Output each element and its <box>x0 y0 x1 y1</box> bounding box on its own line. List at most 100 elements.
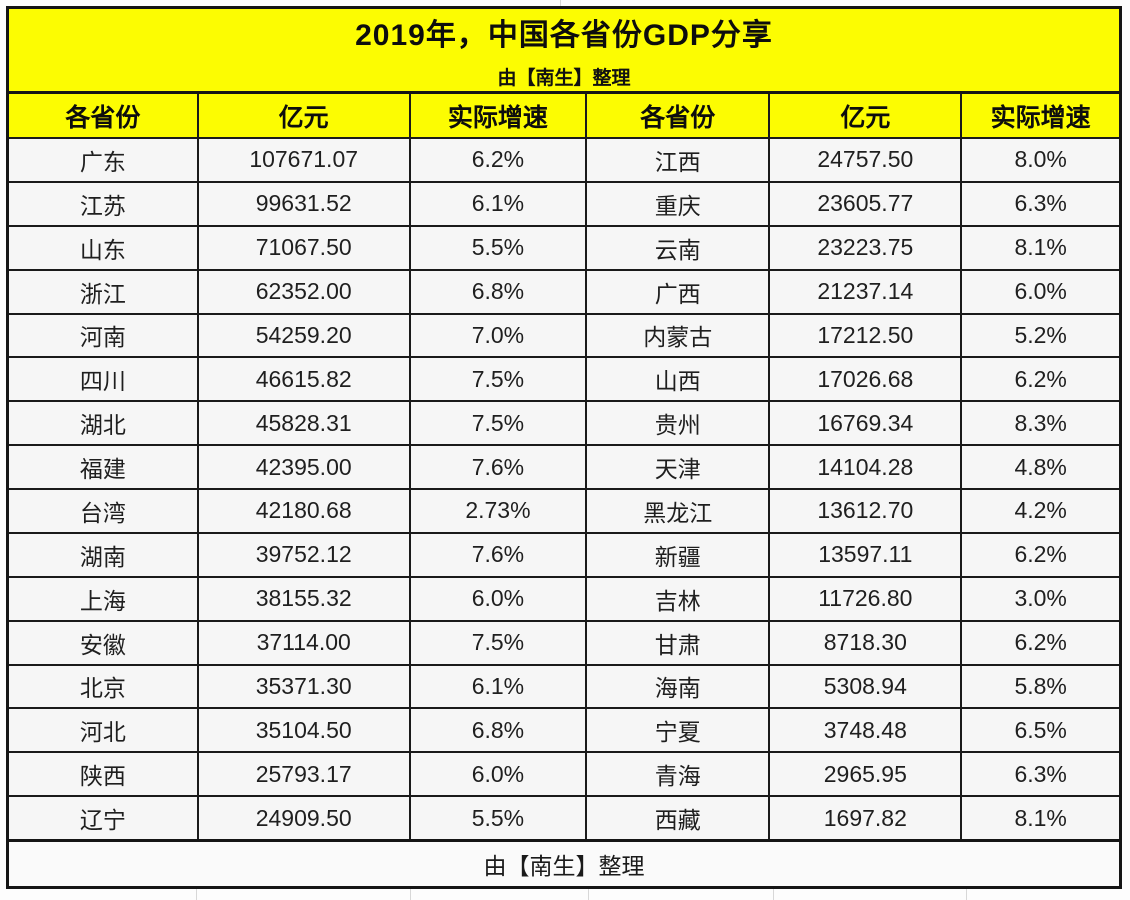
growth-rate-cell: 7.5% <box>408 356 588 403</box>
province-cell: 西藏 <box>585 795 771 839</box>
growth-rate-cell: 7.5% <box>408 619 588 666</box>
growth-rate-cell: 8.0% <box>960 137 1119 183</box>
gdp-value-cell: 23223.75 <box>768 224 963 271</box>
column-header-province-left: 各省份 <box>9 94 199 139</box>
header-row: 各省份 亿元 实际增速 各省份 亿元 实际增速 <box>9 94 1119 139</box>
table-subtitle: 由【南生】整理 <box>497 68 631 89</box>
growth-rate-cell: 8.1% <box>960 795 1119 839</box>
growth-rate-cell: 8.3% <box>960 400 1119 447</box>
province-cell: 黑龙江 <box>585 488 771 534</box>
gridline <box>966 889 967 900</box>
table-row: 浙江 62352.00 6.8% 广西 21237.14 6.0% <box>9 268 1119 315</box>
growth-rate-cell: 7.5% <box>408 400 588 447</box>
province-cell: 吉林 <box>585 575 771 622</box>
gridline <box>560 0 561 6</box>
gdp-data-table: 各省份 亿元 实际增速 各省份 亿元 实际增速 广东 107671.07 6.2% 江… <box>9 94 1119 839</box>
growth-rate-cell: 2.73% <box>408 488 588 534</box>
table-row: 广东 107671.07 6.2% 江西 24757.50 8.0% <box>9 137 1119 183</box>
growth-rate-cell: 6.2% <box>960 531 1119 578</box>
province-cell: 台湾 <box>9 488 199 534</box>
growth-rate-cell: 3.0% <box>960 575 1119 622</box>
gdp-value-cell: 54259.20 <box>196 312 411 359</box>
table-row: 江苏 99631.52 6.1% 重庆 23605.77 6.3% <box>9 180 1119 227</box>
gdp-value-cell: 3748.48 <box>768 707 963 754</box>
table-row: 湖北 45828.31 7.5% 贵州 16769.34 8.3% <box>9 400 1119 447</box>
column-header-province-right: 各省份 <box>585 94 771 139</box>
gdp-value-cell: 13612.70 <box>768 488 963 534</box>
gdp-value-cell: 25793.17 <box>196 751 411 798</box>
growth-rate-cell: 7.0% <box>408 312 588 359</box>
gdp-value-cell: 71067.50 <box>196 224 411 271</box>
gridline <box>410 889 411 900</box>
gdp-value-cell: 46615.82 <box>196 356 411 403</box>
province-cell: 云南 <box>585 224 771 271</box>
province-cell: 湖南 <box>9 531 199 578</box>
column-header-gdp-right: 亿元 <box>768 94 963 139</box>
gdp-value-cell: 37114.00 <box>196 619 411 666</box>
gdp-value-cell: 45828.31 <box>196 400 411 447</box>
gdp-value-cell: 13597.11 <box>768 531 963 578</box>
province-cell: 浙江 <box>9 268 199 315</box>
gdp-value-cell: 42395.00 <box>196 444 411 490</box>
growth-rate-cell: 6.0% <box>960 268 1119 315</box>
table-row: 安徽 37114.00 7.5% 甘肃 8718.30 6.2% <box>9 619 1119 666</box>
growth-rate-cell: 8.1% <box>960 224 1119 271</box>
province-cell: 安徽 <box>9 619 199 666</box>
table-row: 福建 42395.00 7.6% 天津 14104.28 4.8% <box>9 444 1119 490</box>
province-cell: 河北 <box>9 707 199 754</box>
gdp-value-cell: 42180.68 <box>196 488 411 534</box>
table-title-block: 2019年，中国各省份GDP分享 由【南生】整理 <box>9 9 1119 94</box>
growth-rate-cell: 6.2% <box>960 619 1119 666</box>
province-cell: 陕西 <box>9 751 199 798</box>
province-cell: 海南 <box>585 663 771 710</box>
growth-rate-cell: 5.8% <box>960 663 1119 710</box>
growth-rate-cell: 6.2% <box>960 356 1119 403</box>
table-row: 陕西 25793.17 6.0% 青海 2965.95 6.3% <box>9 751 1119 798</box>
province-cell: 贵州 <box>585 400 771 447</box>
province-cell: 内蒙古 <box>585 312 771 359</box>
growth-rate-cell: 5.5% <box>408 795 588 839</box>
gdp-value-cell: 21237.14 <box>768 268 963 315</box>
growth-rate-cell: 6.2% <box>408 137 588 183</box>
growth-rate-cell: 5.5% <box>408 224 588 271</box>
province-cell: 山东 <box>9 224 199 271</box>
growth-rate-cell: 6.3% <box>960 180 1119 227</box>
gdp-value-cell: 107671.07 <box>196 137 411 183</box>
province-cell: 江苏 <box>9 180 199 227</box>
province-cell: 天津 <box>585 444 771 490</box>
footer-note: 由【南生】整理 <box>483 853 645 879</box>
gdp-value-cell: 17026.68 <box>768 356 963 403</box>
province-cell: 青海 <box>585 751 771 798</box>
gdp-value-cell: 38155.32 <box>196 575 411 622</box>
province-cell: 新疆 <box>585 531 771 578</box>
province-cell: 重庆 <box>585 180 771 227</box>
column-header-growth-left: 实际增速 <box>408 94 588 139</box>
table-row: 河北 35104.50 6.8% 宁夏 3748.48 6.5% <box>9 707 1119 754</box>
table-row: 上海 38155.32 6.0% 吉林 11726.80 3.0% <box>9 575 1119 622</box>
growth-rate-cell: 7.6% <box>408 444 588 490</box>
province-cell: 福建 <box>9 444 199 490</box>
table-body: 广东 107671.07 6.2% 江西 24757.50 8.0% 江苏 99631.52 6… <box>9 137 1119 839</box>
gdp-value-cell: 5308.94 <box>768 663 963 710</box>
table-footer: 由【南生】整理 <box>9 839 1119 886</box>
gdp-value-cell: 14104.28 <box>768 444 963 490</box>
province-cell: 山西 <box>585 356 771 403</box>
gdp-value-cell: 17212.50 <box>768 312 963 359</box>
gdp-value-cell: 99631.52 <box>196 180 411 227</box>
gdp-table: 2019年，中国各省份GDP分享 由【南生】整理 各省份 亿元 实际增速 <box>6 6 1122 889</box>
gdp-value-cell: 1697.82 <box>768 795 963 839</box>
growth-rate-cell: 6.8% <box>408 268 588 315</box>
gdp-value-cell: 24909.50 <box>196 795 411 839</box>
gridline <box>196 889 197 900</box>
growth-rate-cell: 6.5% <box>960 707 1119 754</box>
province-cell: 河南 <box>9 312 199 359</box>
table-title: 2019年，中国各省份GDP分享 <box>355 19 773 52</box>
table-row: 四川 46615.82 7.5% 山西 17026.68 6.2% <box>9 356 1119 403</box>
growth-rate-cell: 6.0% <box>408 575 588 622</box>
column-header-gdp-left: 亿元 <box>196 94 411 139</box>
province-cell: 北京 <box>9 663 199 710</box>
table-row: 山东 71067.50 5.5% 云南 23223.75 8.1% <box>9 224 1119 271</box>
province-cell: 宁夏 <box>585 707 771 754</box>
gdp-value-cell: 16769.34 <box>768 400 963 447</box>
